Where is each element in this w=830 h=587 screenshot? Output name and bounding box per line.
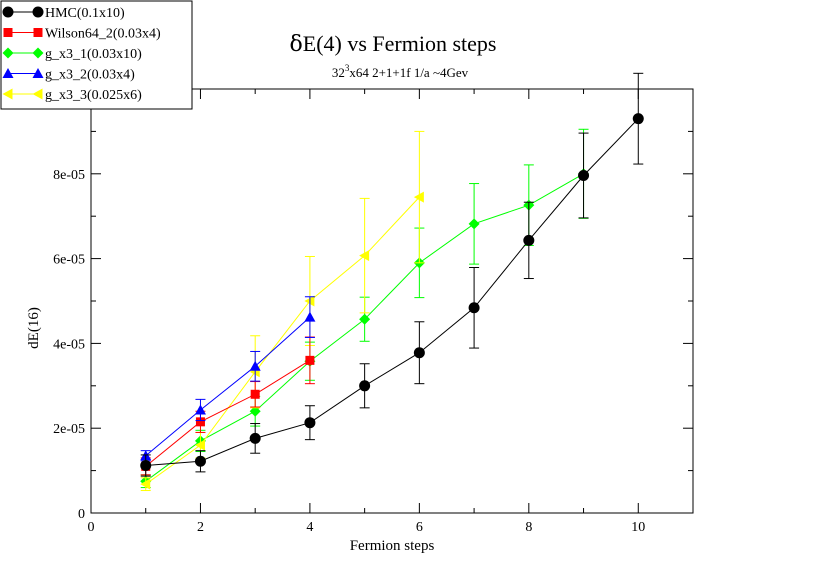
x-tick-label: 4: [306, 520, 313, 535]
x-tick-label: 6: [416, 520, 423, 535]
legend-label: Wilson64_2(0.03x4): [45, 27, 161, 42]
y-tick-label: 2e-05: [53, 422, 85, 437]
data-point: [359, 380, 371, 392]
data-point: [250, 389, 260, 399]
data-point: [632, 113, 644, 125]
legend-marker: [32, 47, 44, 59]
x-tick-label: 2: [197, 520, 204, 535]
series-line: [145, 359, 311, 467]
x-axis-label: Fermion steps: [350, 538, 435, 554]
data-point: [304, 311, 316, 322]
data-point: [249, 360, 261, 371]
y-tick-label: 6e-05: [53, 253, 85, 268]
data-point: [195, 417, 205, 427]
legend-marker: [33, 28, 43, 37]
legend-marker: [32, 68, 44, 78]
legend-marker: [32, 6, 44, 18]
data-point: [249, 405, 261, 417]
data-point: [304, 417, 316, 429]
data-point: [413, 347, 425, 359]
legend-label: HMC(0.1x10): [45, 6, 125, 21]
legend-label: g_x3_1(0.03x10): [45, 47, 142, 62]
plot-area: [140, 72, 644, 492]
data-point: [194, 455, 206, 467]
data-point: [140, 460, 152, 472]
data-point: [194, 439, 205, 451]
legend-marker: [2, 88, 13, 100]
y-tick-label: 4e-05: [53, 337, 85, 352]
legend-marker: [2, 68, 14, 78]
y-tick-label: 0: [78, 507, 85, 522]
x-tick-label: 8: [525, 520, 532, 535]
legend-box: [0, 0, 193, 110]
series-Wilson64_2(0.03x4): [140, 336, 315, 476]
data-point: [523, 234, 535, 246]
legend-marker: [32, 88, 43, 100]
series-HMC(0.1x10): [140, 72, 644, 477]
data-point: [413, 191, 424, 203]
data-point: [359, 250, 370, 262]
series-line: [145, 196, 420, 485]
series-line: [145, 118, 639, 467]
axes: 0 2 4 6 8 10 0 2e-05 4e-05 6e-05 8e-05: [53, 88, 694, 535]
data-point: [140, 478, 151, 490]
data-point: [305, 355, 315, 365]
y-tick-label: 8e-05: [53, 168, 85, 183]
chart-title: δE(4) vs Fermion steps: [290, 31, 497, 57]
series-line: [145, 316, 311, 457]
data-point: [578, 169, 590, 181]
data-point: [194, 404, 206, 415]
y-axis-label: dE(16): [26, 307, 42, 349]
x-tick-label: 0: [88, 520, 95, 535]
data-point: [468, 218, 480, 230]
legend-marker: [2, 47, 14, 59]
chart-subtitle: 323x64 2+1+1f 1/a ~4Gev: [332, 63, 469, 80]
legend-marker: [3, 28, 13, 37]
legend: HMC(0.1x10) Wilson64_2(0.03x4) g_x3_1(0.03…: [0, 0, 193, 110]
x-tick-label: 10: [631, 520, 645, 535]
data-point: [249, 432, 261, 444]
legend-label: g_x3_2(0.03x4): [45, 68, 135, 83]
data-point: [468, 302, 480, 314]
series-g_x3_2(0.03x4): [140, 296, 316, 462]
legend-label: g_x3_3(0.025x6): [45, 88, 142, 103]
data-point: [359, 313, 371, 325]
plot-frame: [90, 88, 694, 514]
legend-marker: [2, 6, 14, 18]
